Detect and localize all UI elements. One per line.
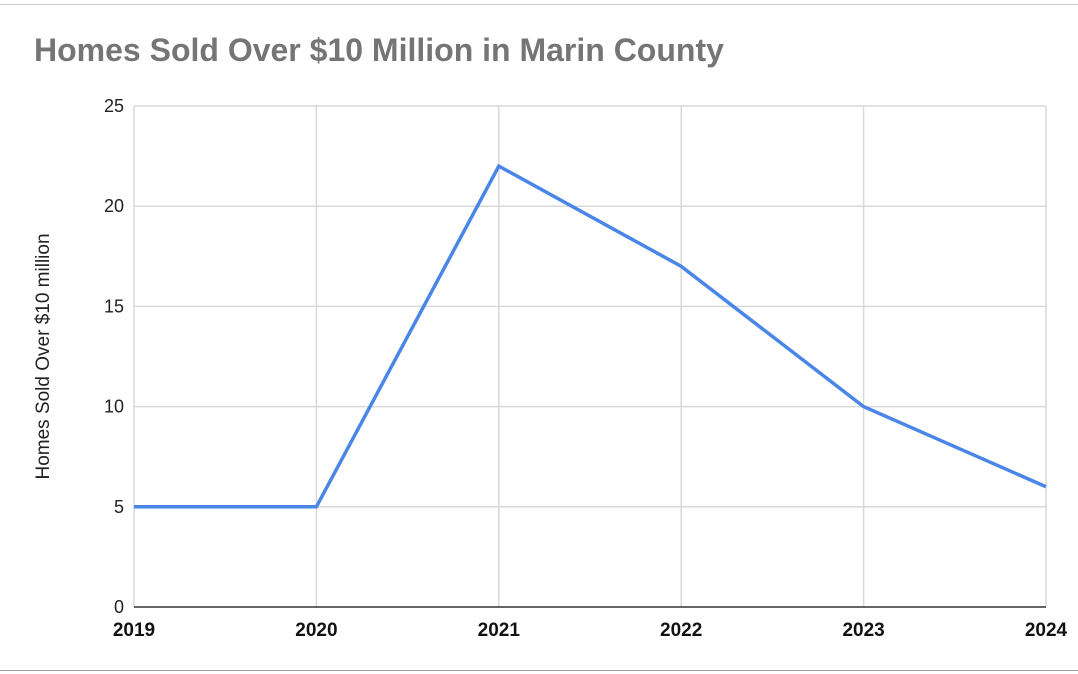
- series-line-0: [134, 163, 1047, 509]
- x-tick-label: 2022: [660, 620, 702, 641]
- y-tick-label: 20: [104, 196, 124, 216]
- x-tick-label: 2024: [1025, 620, 1068, 641]
- x-tick-label: 2019: [113, 620, 155, 641]
- spreadsheet-column-strip: [0, 0, 1078, 5]
- chart-title: Homes Sold Over $10 Million in Marin Cou…: [34, 32, 724, 68]
- y-tick-label: 25: [104, 96, 124, 116]
- x-tick-label: 2021: [478, 620, 521, 641]
- y-tick-label: 15: [104, 296, 124, 316]
- y-axis-title: Homes Sold Over $10 million: [33, 233, 54, 479]
- x-tick-label: 2023: [842, 620, 884, 641]
- y-tick-label: 10: [104, 397, 124, 417]
- bottom-divider: [0, 670, 1078, 671]
- y-tick-label: 0: [114, 597, 124, 617]
- y-tick-label: 5: [114, 497, 124, 517]
- x-tick-label: 2020: [295, 620, 337, 641]
